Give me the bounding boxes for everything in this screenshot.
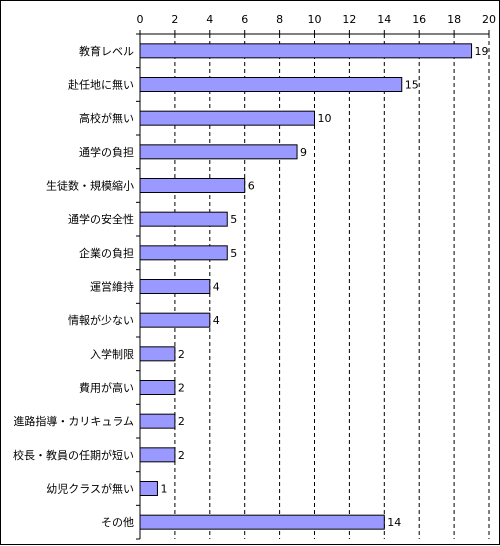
- category-label: 費用が高い: [79, 381, 134, 395]
- bar: [139, 110, 315, 126]
- value-label: 6: [248, 180, 255, 193]
- value-label: 4: [213, 281, 220, 294]
- category-label: 通学の安全性: [68, 212, 134, 226]
- category-label: 運営維持: [90, 280, 134, 294]
- category-labels: 教育レベル赴任地に無い高校が無い通学の負担生徒数・規模縮小通学の安全性企業の負担…: [13, 44, 134, 529]
- value-label: 19: [475, 45, 489, 58]
- bar: [139, 178, 246, 193]
- value-label: 15: [405, 79, 419, 92]
- bar: [139, 312, 211, 328]
- value-label: 2: [178, 449, 185, 462]
- category-label: 入学制限: [90, 347, 134, 361]
- category-label: 教育レベル: [79, 44, 134, 58]
- x-tick-label: 12: [342, 13, 356, 26]
- category-label: 情報が少ない: [68, 313, 134, 327]
- x-tick-labels: 0 2 4 6 8 10 12 14 16 18 20: [137, 13, 497, 26]
- bar: [139, 43, 473, 59]
- x-tick-label: 14: [377, 13, 391, 26]
- value-label: 5: [230, 247, 237, 260]
- x-tick-label: 10: [308, 13, 322, 26]
- bar: [139, 245, 228, 261]
- bars: [139, 43, 473, 530]
- x-tick-label: 2: [171, 13, 178, 26]
- bar: [139, 346, 176, 362]
- value-label: 5: [230, 213, 237, 226]
- value-label: 1: [160, 483, 167, 496]
- category-label: 生徒数・規模縮小: [46, 179, 134, 193]
- x-tick-label: 18: [447, 13, 461, 26]
- bar: [139, 279, 211, 294]
- value-label: 14: [387, 516, 401, 529]
- value-label: 9: [300, 146, 307, 159]
- category-label: 企業の負担: [79, 246, 134, 260]
- category-label: 赴任地に無い: [68, 78, 134, 92]
- value-label: 2: [178, 382, 185, 395]
- gridlines: [174, 34, 490, 539]
- x-tick-label: 8: [276, 13, 283, 26]
- category-label: 幼児クラスが無い: [46, 482, 134, 496]
- value-label: 2: [178, 415, 185, 428]
- category-label: その他: [101, 516, 134, 529]
- bar: [139, 211, 228, 227]
- value-label: 2: [178, 348, 185, 361]
- bar: [139, 77, 403, 92]
- bar: [139, 447, 176, 463]
- x-tick-label: 0: [137, 13, 144, 26]
- bar: [139, 413, 176, 429]
- x-tick-label: 20: [482, 13, 496, 26]
- bar: [139, 144, 298, 160]
- x-tick-label: 4: [206, 13, 213, 26]
- category-label: 進路指導・カリキュラム: [13, 414, 134, 428]
- category-label: 通学の負担: [79, 145, 134, 159]
- x-tick-label: 6: [241, 13, 248, 26]
- bar: [139, 514, 385, 530]
- value-labels: 19 15 10 9 6 5 5 4 4 2 2 2 2 1 14: [160, 45, 488, 529]
- category-label: 校長・教員の任期が短い: [13, 448, 134, 462]
- category-label: 高校が無い: [79, 111, 134, 125]
- x-tick-label: 16: [412, 13, 426, 26]
- value-label: 10: [318, 112, 332, 125]
- value-label: 4: [213, 314, 220, 327]
- bar: [139, 481, 158, 496]
- bar: [139, 380, 176, 395]
